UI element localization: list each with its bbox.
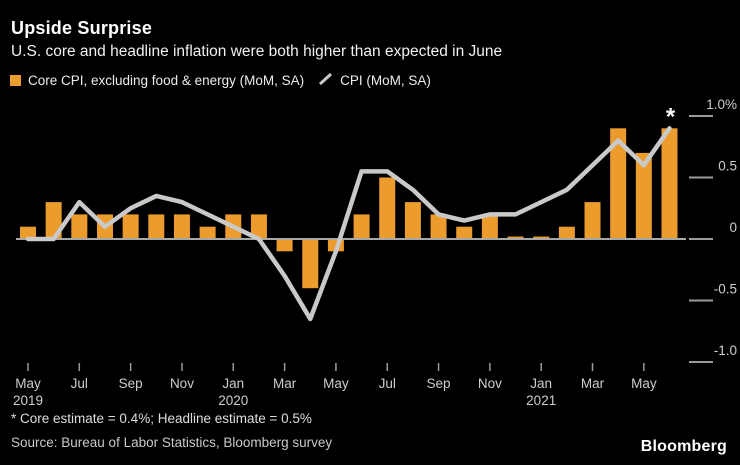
x-axis-year-label: 2019 (13, 393, 43, 408)
y-axis-label: 1.0% (706, 97, 737, 112)
core-cpi-bar (661, 128, 678, 239)
cpi-line-swatch-icon (318, 72, 334, 89)
x-axis-year-label: 2021 (526, 393, 556, 408)
core-cpi-bar (173, 214, 190, 239)
core-cpi-bar (71, 214, 88, 239)
y-axis-label: -0.5 (714, 282, 737, 297)
core-cpi-bar (635, 152, 652, 239)
x-axis-month-label: Sep (119, 376, 143, 391)
core-cpi-bar (404, 202, 421, 239)
legend-label-core-cpi: Core CPI, excluding food & energy (MoM, … (28, 73, 305, 88)
cpi-line (25, 126, 672, 322)
x-axis-month-label: Mar (581, 376, 605, 391)
core-cpi-bar (250, 214, 267, 239)
core-cpi-bar (456, 226, 473, 239)
core-cpi-bar (558, 226, 575, 239)
core-cpi-bar (276, 239, 293, 252)
x-axis-month-label: May (631, 376, 657, 391)
core-cpi-bar (199, 226, 216, 239)
source-note: Source: Bureau of Labor Statistics, Bloo… (11, 435, 333, 450)
x-axis-month-label: May (15, 376, 41, 391)
core-cpi-bar (507, 236, 524, 239)
y-axis-label: 0 (729, 220, 737, 235)
estimate-footnote: * Core estimate = 0.4%; Headline estimat… (11, 411, 312, 426)
x-axis-month-label: May (323, 376, 349, 391)
core-cpi-bar (20, 226, 36, 239)
chart-legend: Core CPI, excluding food & energy (MoM, … (10, 72, 431, 89)
core-cpi-bar (148, 214, 165, 239)
core-cpi-bar (379, 177, 396, 239)
x-axis-year-label: 2020 (218, 393, 248, 408)
y-axis-label: 0.5 (718, 159, 737, 174)
x-axis-month-label: Jul (71, 376, 88, 391)
core-cpi-bar (353, 214, 370, 239)
core-cpi-bar (610, 128, 627, 239)
chart-title: Upside Surprise (11, 18, 153, 38)
core-cpi-bar (533, 236, 550, 239)
core-cpi-bar (481, 214, 498, 239)
x-axis-month-label: Nov (478, 376, 502, 391)
x-axis-month-label: Jan (222, 376, 244, 391)
latest-value-asterisk-marker: * (666, 103, 676, 130)
core-cpi-bar (122, 214, 139, 239)
core-cpi-bar (302, 239, 319, 289)
core-cpi-bar (584, 202, 601, 239)
x-axis-month-label: Mar (273, 376, 297, 391)
x-axis-month-label: Jan (530, 376, 552, 391)
core-cpi-swatch-icon (10, 75, 21, 86)
x-axis-month-label: Sep (427, 376, 451, 391)
y-axis-label: -1.0 (714, 343, 737, 358)
legend-label-cpi: CPI (MoM, SA) (340, 73, 431, 88)
x-axis-month-label: Nov (170, 376, 194, 391)
chart-subtitle: U.S. core and headline inflation were bo… (11, 43, 503, 60)
core-cpi-bar (430, 214, 447, 239)
bloomberg-logo: Bloomberg (640, 438, 727, 455)
x-axis-month-label: Jul (379, 376, 396, 391)
